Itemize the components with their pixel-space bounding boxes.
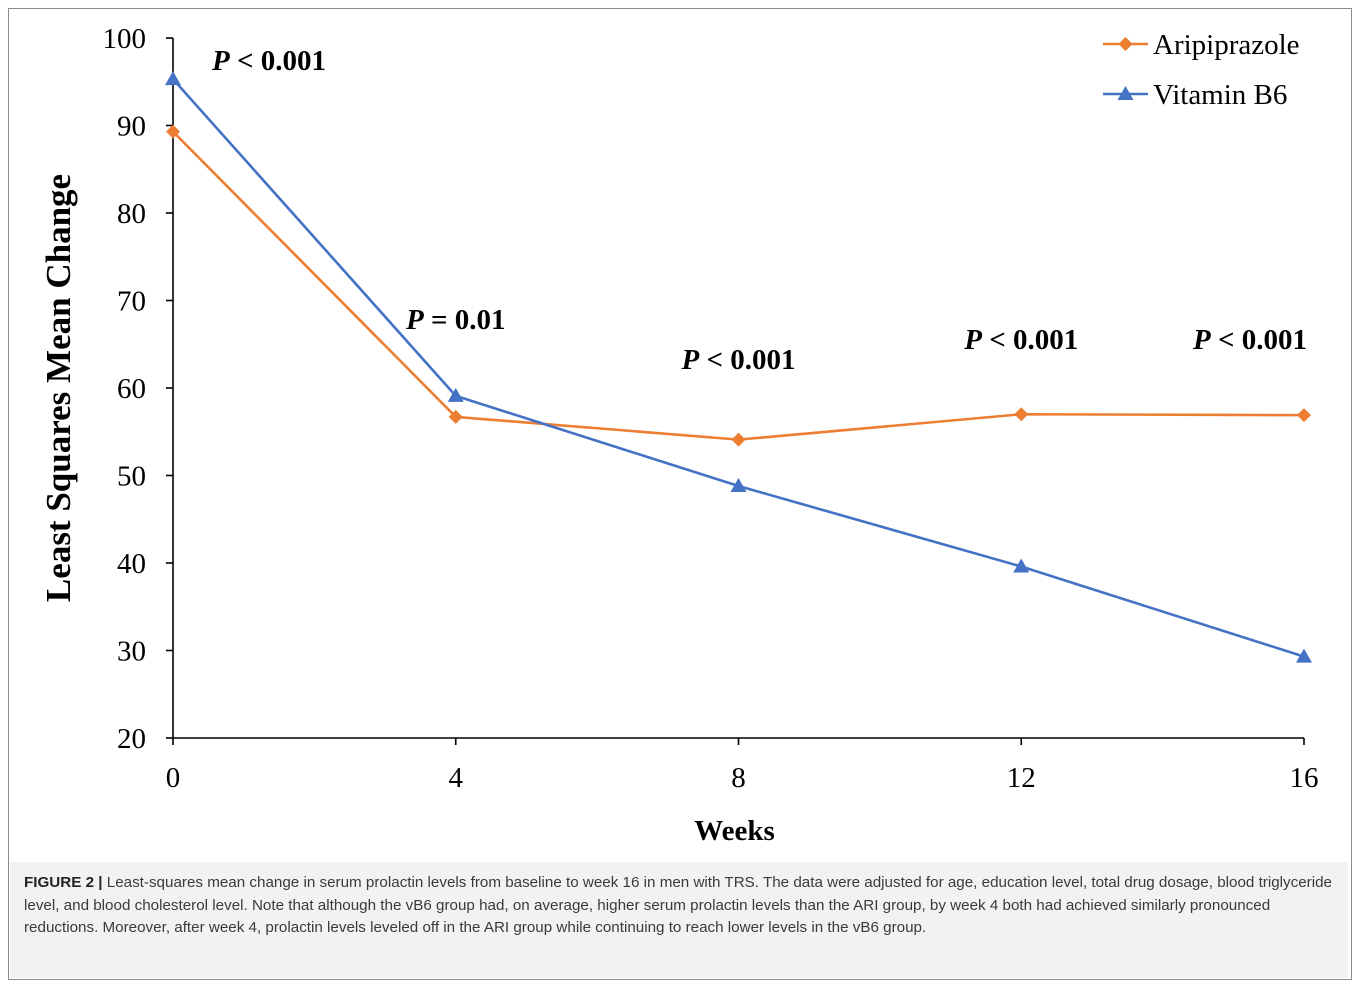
figure-frame <box>8 8 1352 980</box>
data-point <box>730 478 747 492</box>
y-tick-label: 40 <box>117 548 146 580</box>
data-point <box>448 409 463 424</box>
line-chart: 20 30 40 50 60 70 80 90 100 0 4 8 12 16 Least Square… <box>39 23 1319 847</box>
x-axis-label: Weeks <box>694 815 775 847</box>
p-value-text: < 0.001 <box>1211 324 1307 356</box>
y-ticks: 20 30 40 50 60 70 80 90 100 <box>103 23 173 755</box>
y-tick-label: 50 <box>117 461 146 493</box>
data-point <box>1014 407 1029 422</box>
p-symbol: P <box>1192 324 1211 356</box>
figure-caption: FIGURE 2 | Least-squares mean change in … <box>10 862 1348 978</box>
legend-item: Vitamin B6 <box>1103 79 1287 111</box>
data-point <box>447 387 464 402</box>
x-tick-label: 8 <box>731 762 746 794</box>
caption-text: Least-squares mean change in serum prola… <box>24 874 1333 936</box>
axes <box>172 38 1304 739</box>
p-value-annotation: P = 0.01 <box>405 304 506 336</box>
x-tick-label: 4 <box>449 762 464 794</box>
data-point <box>165 71 181 86</box>
p-symbol: P <box>211 45 230 77</box>
caption-label: FIGURE 2 | <box>24 874 103 891</box>
y-tick-label: 60 <box>117 373 146 405</box>
legend-item: Aripiprazole <box>1103 29 1300 61</box>
data-point <box>1297 408 1311 423</box>
y-tick-label: 90 <box>117 111 146 143</box>
legend-marker <box>1117 86 1134 100</box>
y-tick-label: 80 <box>117 198 146 230</box>
p-value-annotation: P < 0.001 <box>963 324 1078 356</box>
legend-marker <box>1118 37 1133 51</box>
p-value-annotation: P < 0.001 <box>1192 324 1307 356</box>
x-tick-label: 0 <box>166 762 181 794</box>
x-tick-label: 12 <box>1007 762 1036 794</box>
p-symbol: P <box>963 324 982 356</box>
p-value-text: < 0.001 <box>982 324 1078 356</box>
data-point <box>1296 648 1312 663</box>
y-tick-label: 100 <box>103 23 147 55</box>
y-tick-label: 30 <box>117 636 146 668</box>
p-symbol: P <box>405 304 424 336</box>
legend: Aripiprazole Vitamin B6 <box>1103 29 1300 111</box>
legend-label: Vitamin B6 <box>1153 79 1287 111</box>
legend-label: Aripiprazole <box>1153 29 1300 61</box>
series-vitamin-b6 <box>165 71 1312 663</box>
series-lines <box>165 71 1312 663</box>
data-point <box>166 124 180 139</box>
data-point <box>1013 558 1030 573</box>
p-value-text: = 0.01 <box>424 304 506 336</box>
y-tick-label: 70 <box>117 286 146 318</box>
x-tick-label: 16 <box>1290 762 1319 794</box>
p-value-annotation: P < 0.001 <box>681 344 796 376</box>
series-line <box>172 130 1305 441</box>
p-value-text: < 0.001 <box>230 45 326 77</box>
data-point <box>731 432 746 447</box>
p-value-text: < 0.001 <box>699 344 795 376</box>
y-tick-label: 20 <box>117 723 146 755</box>
p-symbol: P <box>681 344 700 376</box>
y-axis-label: Least Squares Mean Change <box>39 174 78 602</box>
p-value-annotation: P < 0.001 <box>211 45 326 77</box>
series-aripiprazole <box>166 124 1311 447</box>
x-ticks: 0 4 8 12 16 <box>166 738 1319 794</box>
